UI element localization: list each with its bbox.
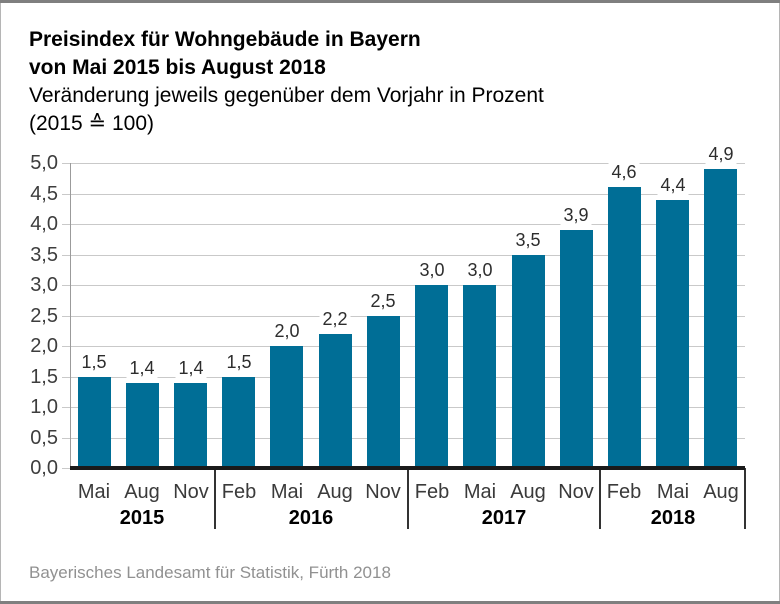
y-tick-label: 0,0 (30, 457, 58, 479)
y-gridline (62, 255, 745, 256)
chart-subtitle-line-2: (2015 ≙ 100) (29, 112, 155, 135)
bar-value-label: 1,4 (175, 357, 207, 379)
year-separator (214, 468, 216, 529)
month-label: Mai (270, 481, 304, 503)
y-gridline (62, 194, 745, 195)
y-tick-label: 4,0 (30, 213, 58, 235)
y-gridline (62, 438, 745, 439)
bar (463, 285, 496, 468)
bar-value-label: 3,9 (560, 204, 592, 226)
y-tick-label: 1,5 (30, 366, 58, 388)
bar (415, 285, 448, 468)
y-tick-label: 3,0 (30, 274, 58, 296)
bar (126, 383, 159, 468)
chart-title-line-1: Preisindex für Wohngebäude in Bayern (29, 28, 421, 51)
y-gridline (62, 316, 745, 317)
bar (560, 230, 593, 468)
bar (608, 187, 641, 468)
bar-value-label: 3,0 (416, 259, 448, 281)
bar (319, 334, 352, 468)
month-label: Feb (414, 481, 450, 503)
bar-value-label: 1,5 (78, 351, 110, 373)
year-label: 2016 (288, 507, 334, 529)
month-label: Feb (606, 481, 642, 503)
month-label: Nov (173, 481, 209, 503)
bar-value-label: 2,2 (319, 308, 351, 330)
bar-value-label: 1,4 (126, 357, 158, 379)
month-label: Feb (221, 481, 257, 503)
bar-value-label: 3,5 (512, 229, 544, 251)
chart-header: Preisindex für Wohngebäude in Bayern von… (29, 26, 544, 138)
y-axis-line (70, 163, 71, 468)
source-note: Bayerisches Landesamt für Statistik, Für… (29, 563, 391, 582)
bar-value-label: 4,9 (705, 143, 737, 165)
top-frame-band (0, 0, 780, 3)
bar-value-label: 4,6 (608, 161, 640, 183)
y-gridline (62, 407, 745, 408)
y-gridline (62, 224, 745, 225)
y-gridline (62, 377, 745, 378)
year-label: 2015 (119, 507, 165, 529)
bar (270, 346, 303, 468)
chart-subtitle-line-1: Veränderung jeweils gegenüber dem Vorjah… (29, 84, 544, 107)
y-tick-label: 1,0 (30, 396, 58, 418)
year-separator (744, 468, 746, 529)
left-frame-border (0, 0, 1, 604)
month-label: Aug (124, 481, 160, 503)
y-gridline (62, 285, 745, 286)
bar-value-label: 1,5 (223, 351, 255, 373)
y-gridline (62, 468, 70, 469)
y-tick-label: 3,5 (30, 244, 58, 266)
bar (512, 255, 545, 469)
bar-value-label: 2,5 (367, 290, 399, 312)
year-label: 2017 (481, 507, 527, 529)
bar (656, 200, 689, 468)
bar (78, 377, 111, 469)
y-tick-label: 5,0 (30, 152, 58, 174)
month-label: Nov (558, 481, 594, 503)
year-separator (599, 468, 601, 529)
year-separator (407, 468, 409, 529)
bar-value-label: 4,4 (657, 174, 689, 196)
month-label: Aug (317, 481, 353, 503)
year-label: 2018 (650, 507, 696, 529)
month-label: Nov (365, 481, 401, 503)
y-gridline (62, 163, 745, 164)
bar (704, 169, 737, 468)
y-tick-label: 4,5 (30, 183, 58, 205)
bar (367, 316, 400, 469)
y-tick-label: 0,5 (30, 427, 58, 449)
month-label: Mai (656, 481, 690, 503)
bar (222, 377, 255, 469)
month-label: Aug (703, 481, 739, 503)
bar-value-label: 2,0 (271, 320, 303, 342)
chart-title-line-2: von Mai 2015 bis August 2018 (29, 56, 326, 79)
x-axis-baseline (70, 466, 745, 470)
month-label: Aug (510, 481, 546, 503)
y-tick-label: 2,5 (30, 305, 58, 327)
month-label: Mai (463, 481, 497, 503)
bar (174, 383, 207, 468)
month-label: Mai (77, 481, 111, 503)
y-tick-label: 2,0 (30, 335, 58, 357)
bottom-frame-band (0, 601, 780, 604)
y-gridline (62, 346, 745, 347)
bar-value-label: 3,0 (464, 259, 496, 281)
